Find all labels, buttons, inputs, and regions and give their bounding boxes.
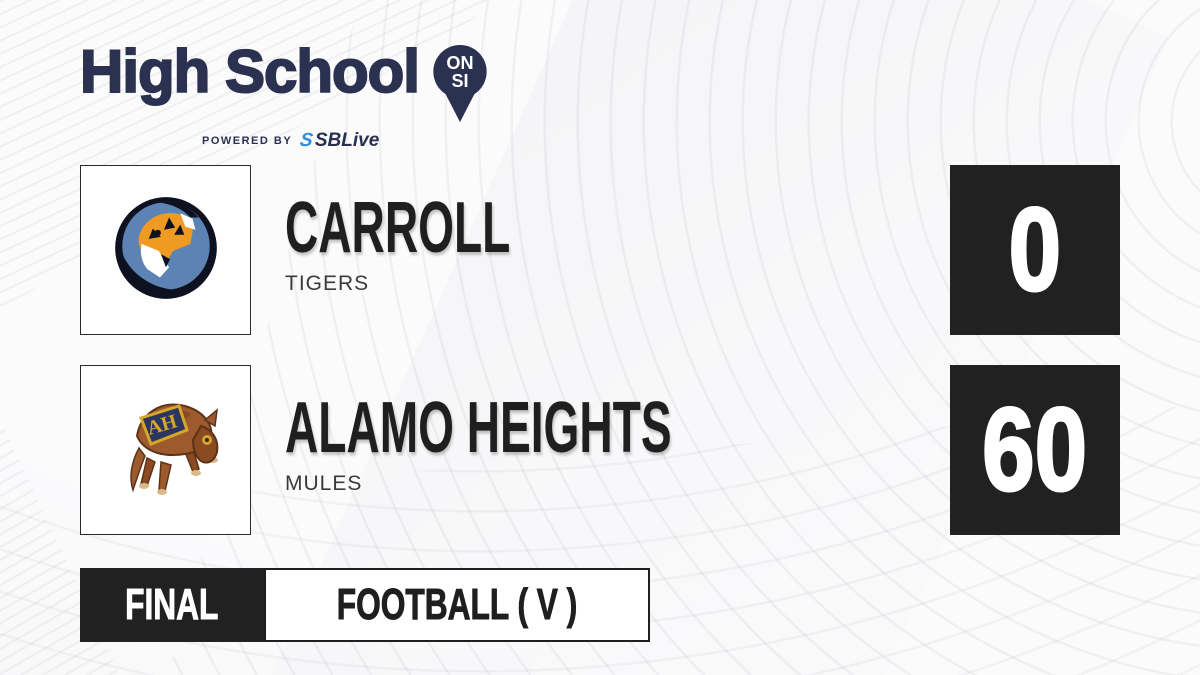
svg-text:SI: SI — [451, 71, 468, 91]
tiger-head-crest-icon — [105, 187, 227, 314]
team2-score: 60 — [981, 384, 1088, 516]
status-badge: FINAL — [80, 568, 264, 642]
brand-title: High School — [79, 38, 421, 105]
team2-logo-box: AH — [80, 365, 251, 535]
event-text: FOOTBALL ( V ) — [336, 580, 577, 630]
team1-info: CARROLL TIGERS — [285, 160, 637, 330]
powered-by-label: POWERED BY — [202, 134, 293, 147]
status-text: FINAL — [125, 580, 219, 630]
team2-score-box: 60 — [950, 365, 1120, 535]
bucking-mule-mascot-icon: AH — [101, 378, 231, 523]
team1-logo-box — [80, 165, 251, 335]
sblive-logo: S SBLive — [298, 130, 380, 151]
on-si-pin-icon: ON SI — [429, 44, 491, 129]
team1-mascot: TIGERS — [285, 272, 370, 296]
team1-score-box: 0 — [950, 165, 1120, 335]
sblive-wordmark: SBLive — [314, 130, 380, 151]
brand-header: High School ON SI POWERED BY S SBLive — [79, 38, 491, 151]
svg-text:ON: ON — [446, 53, 473, 73]
team1-name: CARROLL — [285, 187, 511, 268]
team2-name: ALAMO HEIGHTS — [285, 387, 672, 468]
team2-mascot: MULES — [285, 472, 363, 496]
sblive-bolt-icon: S — [298, 130, 315, 151]
status-bar: FINAL FOOTBALL ( V ) — [80, 568, 650, 642]
team2-info: ALAMO HEIGHTS MULES — [285, 360, 889, 530]
event-badge: FOOTBALL ( V ) — [263, 568, 650, 642]
team1-score: 0 — [1008, 184, 1063, 316]
